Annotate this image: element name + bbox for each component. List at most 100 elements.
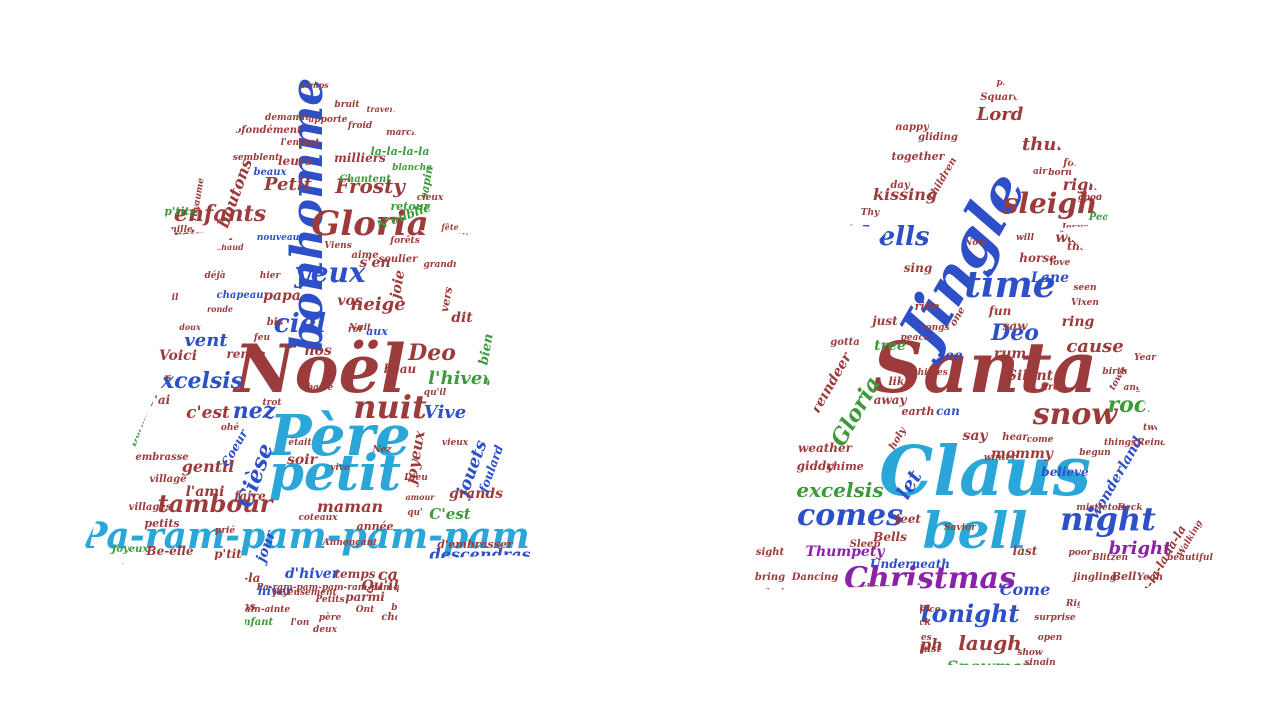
cloud-word: petite [445, 233, 475, 243]
cloud-word: Voici [159, 348, 197, 364]
cloud-word: playing [996, 78, 1033, 88]
cloud-word: day [890, 180, 910, 191]
cloud-word: excelsis [147, 368, 243, 394]
cloud-word: était [288, 437, 312, 448]
cloud-word: Dancing [791, 572, 839, 583]
cloud-word: last [1013, 544, 1038, 558]
cloud-word: vive [330, 463, 350, 473]
cloud-word: Deo [990, 320, 1039, 346]
cloud-word: embrasse [135, 452, 188, 463]
cloud-word: beautiful [1167, 553, 1213, 563]
cloud-word: gateau [459, 572, 501, 585]
cloud-word: mommy [991, 446, 1054, 462]
cloud-word: froid [347, 121, 373, 131]
cloud-word: night [1060, 500, 1156, 538]
cloud-word: amour [405, 492, 435, 502]
cloud-word: la-la-la-la [371, 145, 430, 158]
cloud-word: deux [313, 625, 338, 635]
cloud-word: bells [860, 222, 929, 252]
cloud-word: tambour [158, 489, 275, 518]
cloud-word: p'tits [164, 205, 196, 218]
cloud-word: rock [1108, 392, 1163, 418]
cloud-word: enfant [237, 617, 274, 628]
cloud-word: Bell [1111, 570, 1137, 583]
cloud-word: sain-ainte [240, 605, 291, 615]
cloud-word: Saying [763, 588, 797, 598]
cloud-word: rebondi [110, 563, 150, 573]
cloud-word: père [319, 612, 342, 623]
cloud-word: will [1016, 233, 1035, 243]
cloud-word: Qu'il [361, 578, 398, 594]
cloud-word: fire [1040, 382, 1060, 393]
cloud-word: village [149, 474, 186, 485]
cloud-word: d'embrasser [437, 538, 514, 551]
cloud-word: Ont [356, 605, 375, 615]
cloud-word: marche [386, 128, 424, 138]
cloud-word: Just [917, 644, 942, 655]
cloud-word: chimes [912, 368, 948, 378]
cloud-word: Viens [324, 241, 352, 251]
cloud-word: bonhomme [282, 78, 333, 353]
cloud-word: forêts [389, 235, 420, 246]
cloud-word: l'ami [186, 484, 225, 500]
cloud-word: chime [826, 460, 864, 473]
cloud-word: peace [900, 333, 929, 343]
cloud-word: chaud [216, 242, 244, 252]
cloud-word: renne [226, 347, 265, 361]
cloud-word: petit [269, 443, 401, 502]
cloud-word: excelsis [796, 478, 883, 502]
cloud-word: Vixen [1071, 298, 1099, 308]
cloud-word: Giddy [776, 613, 806, 623]
cloud-word: hear [1002, 432, 1028, 443]
cloud-word: gliding [918, 132, 958, 143]
cloud-word: mistletoe [1076, 503, 1123, 513]
cloud-word: Sleep [850, 539, 881, 550]
cloud-word: together [892, 150, 946, 163]
cloud-word: good [1078, 193, 1103, 203]
cloud-word: Père [267, 403, 410, 469]
cloud-word: sapin [417, 165, 436, 200]
cloud-word: mille [167, 225, 193, 235]
cloud-word: traverse [367, 104, 404, 114]
cloud-word: aime [351, 250, 378, 261]
cloud-word: Underneath [870, 557, 950, 571]
cloud-word: Bergers [445, 588, 495, 601]
cloud-word: l'enfant [281, 138, 321, 148]
cloud-word: qu' [407, 508, 423, 518]
cloud-word: Santa [873, 326, 1098, 409]
cloud-word: déjà [204, 270, 225, 281]
cloud-word: verts [433, 558, 458, 568]
cloud-word: thump [1022, 134, 1089, 155]
cloud-word: vieux [442, 438, 469, 448]
cloud-word: Fa-la-la-la-la [175, 571, 261, 585]
cloud-word: time [964, 264, 1055, 306]
cloud-word: villages [129, 502, 172, 513]
cloud-word: cause [1066, 336, 1123, 357]
cloud-word: d'hiver [285, 566, 341, 582]
cloud-word: pick [909, 618, 930, 628]
cloud-word: semblent [233, 153, 280, 163]
cloud-word: King [1096, 232, 1124, 243]
cloud-word: angels [1124, 383, 1157, 393]
cloud-word: poor [1068, 548, 1092, 558]
cloud-word: Deo [407, 340, 456, 366]
cloud-word: give [791, 388, 814, 399]
cloud-word: jingling [1071, 572, 1117, 583]
cloud-word: Savior [944, 523, 977, 533]
cloud-word: songs [921, 323, 950, 333]
cloud-word: ohé [221, 422, 240, 433]
cloud-word: content [149, 587, 192, 598]
cloud-word: tonight [921, 599, 1020, 628]
cloud-word: parmi [345, 590, 385, 604]
cloud-word: doux [179, 322, 201, 332]
cloud-word: bruit [334, 100, 360, 110]
cloud-word: singin [1024, 658, 1055, 668]
cloud-word: just [870, 314, 898, 328]
cloud-word: nez [233, 398, 276, 424]
cloud-word: coteaux [298, 513, 338, 523]
cloud-word: come [1027, 435, 1054, 445]
cloud-word: Frosty [334, 174, 406, 198]
cloud-word: Come [1000, 580, 1051, 599]
